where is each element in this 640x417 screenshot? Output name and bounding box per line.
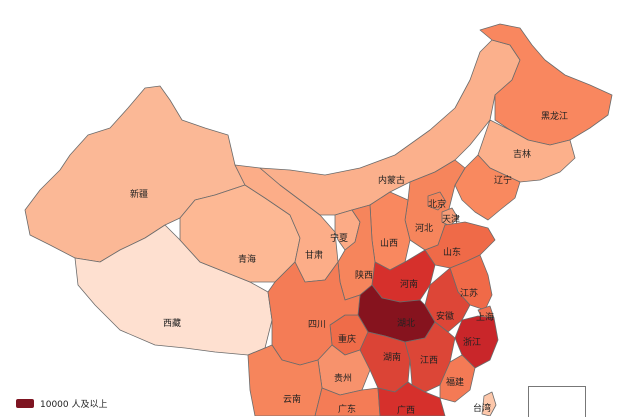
label-zhejiang: 浙江 — [463, 336, 481, 348]
label-beijing: 北京 — [428, 198, 446, 210]
label-shaanxi: 陕西 — [355, 269, 373, 281]
label-hebei: 河北 — [415, 222, 433, 234]
label-anhui: 安徽 — [436, 310, 454, 322]
province-yunnan[interactable] — [247, 344, 323, 416]
label-liaoning: 辽宁 — [494, 174, 512, 186]
province-beijing[interactable] — [427, 191, 447, 211]
label-jiangxi: 江西 — [420, 355, 438, 366]
label-xizang: 西藏 — [163, 317, 181, 329]
province-fujian[interactable] — [439, 354, 476, 403]
label-shanxi: 山西 — [380, 238, 398, 249]
label-guangxi: 广东 — [338, 403, 356, 415]
label-ningxia: 宁夏 — [330, 232, 348, 244]
label-chongqing: 重庆 — [338, 333, 356, 345]
label-qinghai: 青海 — [238, 253, 256, 265]
label-heilongjiang: 黑龙江 — [541, 110, 568, 122]
province-tianjin[interactable] — [441, 207, 459, 227]
province-taiwan[interactable] — [481, 391, 497, 416]
label-sichuan: 四川 — [308, 320, 326, 330]
label-guangdong: 广西 — [397, 404, 415, 416]
legend: 10000 人及以上 — [16, 397, 108, 410]
label-yunnan: 云南 — [283, 393, 301, 405]
label-tianjin: 天津 — [442, 214, 460, 225]
label-hubei: 湖北 — [397, 318, 415, 329]
label-gansu: 甘肃 — [305, 249, 323, 261]
label-guizhou: 贵州 — [334, 372, 352, 384]
province-guangdong[interactable] — [377, 381, 446, 416]
label-neimenggu: 内蒙古 — [378, 174, 405, 186]
label-hunan: 湖南 — [383, 351, 401, 363]
province-shanxi[interactable] — [369, 191, 411, 271]
south-china-sea-inset — [528, 386, 586, 417]
label-fujian: 福建 — [446, 376, 464, 388]
label-taiwan: 台湾 — [473, 402, 491, 414]
legend-label: 10000 人及以上 — [40, 400, 108, 410]
label-xinjiang: 新疆 — [130, 188, 148, 200]
province-zhejiang[interactable] — [454, 315, 499, 369]
label-shanghai: 上海 — [476, 311, 494, 323]
legend-swatch — [16, 399, 34, 408]
label-jiangsu: 江苏 — [460, 287, 478, 299]
label-shandong: 山东 — [443, 246, 461, 258]
label-jilin: 吉林 — [513, 148, 531, 160]
province-shandong[interactable] — [424, 221, 496, 269]
label-henan: 河南 — [400, 278, 418, 290]
